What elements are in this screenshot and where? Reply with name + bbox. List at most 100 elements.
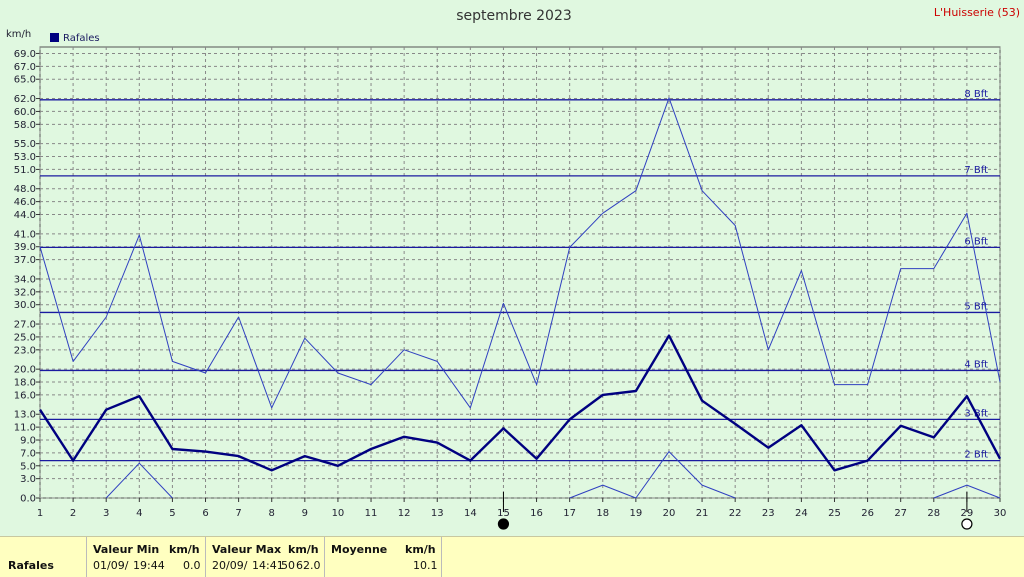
- y-tick-label: 65.0: [14, 75, 36, 86]
- x-tick-label: 13: [431, 508, 444, 519]
- x-tick-label: 2: [70, 508, 76, 519]
- beaufort-label: 8 Bft: [964, 89, 988, 100]
- x-tick-label: 17: [563, 508, 576, 519]
- beaufort-label: 2 Bft: [964, 450, 988, 461]
- y-tick-label: 3.0: [20, 474, 36, 485]
- x-tick-label: 21: [696, 508, 709, 519]
- y-tick-label: 18.0: [14, 378, 36, 389]
- y-tick-label: 39.0: [14, 242, 36, 253]
- gust-chart: septembre 2023 L'Huisserie (53) km/h Raf…: [6, 6, 1020, 530]
- y-tick-label: 16.0: [14, 390, 36, 401]
- beaufort-label: 6 Bft: [964, 236, 988, 247]
- x-tick-label: 16: [530, 508, 543, 519]
- x-tick-label: 9: [302, 508, 308, 519]
- station-name: L'Huisserie (53): [934, 6, 1020, 19]
- plot-area: [39, 46, 1001, 499]
- stats-mean-cell: Moyenne km/h 10.1: [325, 537, 442, 577]
- y-tick-label: 51.0: [14, 165, 36, 176]
- max-time: 14:41: [252, 559, 284, 572]
- new-moon-icon: [497, 518, 510, 530]
- y-axis-unit: km/h: [6, 29, 31, 40]
- x-tick-label: 11: [365, 508, 378, 519]
- min-unit: km/h: [169, 543, 200, 556]
- x-tick-label: 30: [994, 508, 1007, 519]
- stats-series-label: Rafales: [8, 559, 54, 572]
- series-line-min: [105, 462, 173, 499]
- x-tick-label: 24: [795, 508, 808, 519]
- x-tick-label: 22: [729, 508, 742, 519]
- max-extra: 50: [281, 559, 295, 572]
- x-tick-label: 23: [762, 508, 775, 519]
- x-tick-label: 1: [37, 508, 43, 519]
- y-tick-label: 53.0: [14, 152, 36, 163]
- x-tick-label: 20: [663, 508, 676, 519]
- y-tick-label: 20.0: [14, 365, 36, 376]
- y-tick-label: 69.0: [14, 49, 36, 60]
- x-tick-label: 26: [861, 508, 874, 519]
- y-tick-label: 11.0: [14, 423, 36, 434]
- mean-value: 10.1: [413, 559, 438, 572]
- statistics-bar: Rafales Valeur Min km/h 01/09/ 19:44 0.0…: [0, 536, 1024, 577]
- y-tick-label: 7.0: [20, 448, 36, 459]
- y-tick-label: 37.0: [14, 255, 36, 266]
- min-header: Valeur Min: [93, 543, 160, 556]
- x-tick-label: 4: [136, 508, 142, 519]
- y-tick-label: 60.0: [14, 107, 36, 118]
- y-tick-label: 62.0: [14, 94, 36, 105]
- series-lines: [38, 97, 1002, 499]
- x-tick-label: 25: [828, 508, 841, 519]
- full-moon-icon: [961, 518, 973, 530]
- min-time: 19:44: [133, 559, 165, 572]
- legend-label: Rafales: [63, 33, 100, 44]
- y-tick-label: 27.0: [14, 320, 36, 331]
- y-tick-label: 9.0: [20, 436, 36, 447]
- x-tick-label: 10: [332, 508, 345, 519]
- y-tick-label: 46.0: [14, 197, 36, 208]
- y-tick-label: 32.0: [14, 287, 36, 298]
- y-tick-labels: 0.0 3.0 5.0 7.09.0 11.0 13.0 16.018.0 20.0 23.0 2…: [14, 49, 36, 505]
- stats-max-cell: Valeur Max km/h 20/09/ 14:41 50 62.0: [206, 537, 325, 577]
- y-tick-label: 55.0: [14, 139, 36, 150]
- series-line-min: [569, 451, 736, 499]
- x-tick-label: 28: [927, 508, 940, 519]
- beaufort-label: 4 Bft: [964, 359, 988, 370]
- y-tick-label: 41.0: [14, 229, 36, 240]
- y-tick-label: 67.0: [14, 62, 36, 73]
- max-header: Valeur Max: [212, 543, 282, 556]
- x-tick-label: 18: [596, 508, 609, 519]
- x-tick-label: 19: [629, 508, 642, 519]
- x-tick-label: 5: [169, 508, 175, 519]
- y-tick-label: 5.0: [20, 461, 36, 472]
- min-value: 0.0: [183, 559, 201, 572]
- series-line-max: [39, 97, 1001, 409]
- y-tick-label: 34.0: [14, 274, 36, 285]
- x-tick-label: 14: [464, 508, 477, 519]
- y-tick-label: 0.0: [20, 494, 36, 505]
- series-line-mean: [38, 334, 1002, 472]
- x-tick-label: 6: [202, 508, 208, 519]
- x-tick-label: 12: [398, 508, 411, 519]
- x-tick-label: 15: [497, 508, 510, 519]
- x-tick-label: 29: [961, 508, 974, 519]
- max-date: 20/09/: [212, 559, 248, 572]
- series-line-min: [933, 484, 1001, 499]
- mean-unit: km/h: [405, 543, 436, 556]
- chart-title: septembre 2023: [456, 8, 572, 24]
- min-date: 01/09/: [93, 559, 129, 572]
- x-tick-label: 8: [269, 508, 275, 519]
- y-tick-label: 25.0: [14, 332, 36, 343]
- moon-phases: [497, 492, 973, 530]
- stats-min-cell: Valeur Min km/h 01/09/ 19:44 0.0: [87, 537, 206, 577]
- y-tick-label: 44.0: [14, 210, 36, 221]
- mean-header: Moyenne: [331, 543, 388, 556]
- legend-swatch: [50, 33, 59, 42]
- y-tick-label: 48.0: [14, 184, 36, 195]
- x-tick-label: 7: [235, 508, 241, 519]
- y-tick-label: 58.0: [14, 120, 36, 131]
- y-tick-label: 30.0: [14, 300, 36, 311]
- max-unit: km/h: [288, 543, 319, 556]
- y-tick-label: 13.0: [14, 410, 36, 421]
- y-tick-label: 23.0: [14, 345, 36, 356]
- beaufort-label: 7 Bft: [964, 165, 988, 176]
- beaufort-label: 5 Bft: [964, 301, 988, 312]
